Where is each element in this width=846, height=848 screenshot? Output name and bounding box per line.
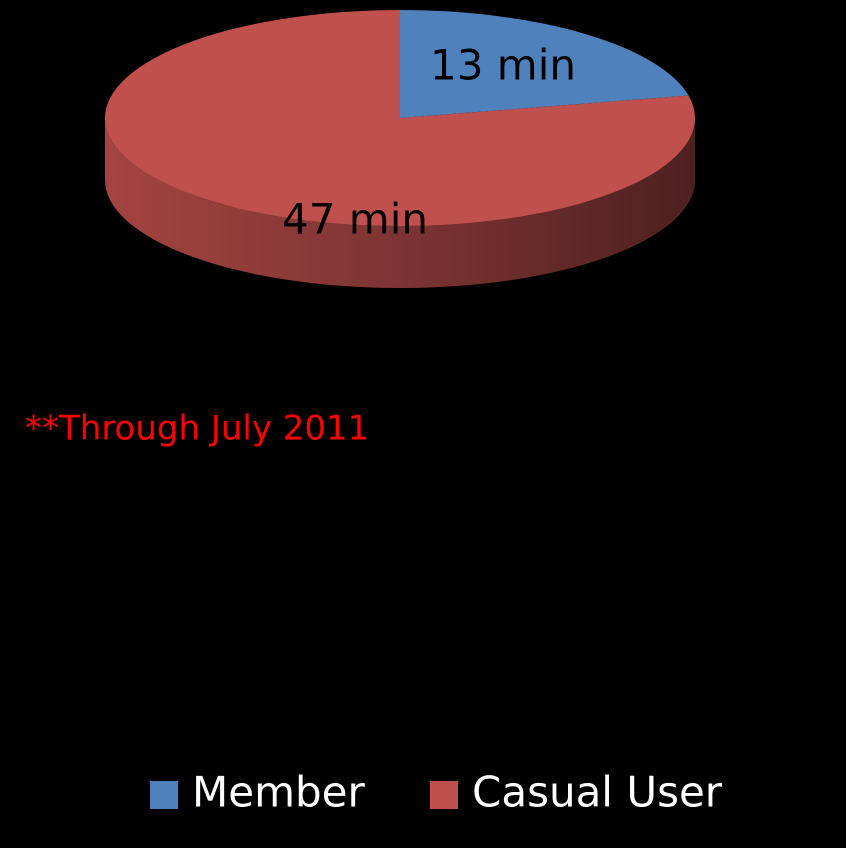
legend-swatch (430, 781, 458, 809)
legend-swatch (150, 781, 178, 809)
legend-item: Member (150, 768, 365, 817)
pie-slice (400, 10, 689, 118)
pie-side-shade (105, 118, 695, 288)
pie-slice (105, 10, 695, 226)
legend-item: Casual User (430, 768, 723, 817)
legend-label: Member (192, 768, 365, 817)
annotation: **Through July 2011 (25, 409, 369, 449)
data-label: 13 min (430, 41, 576, 90)
data-label: 47 min (282, 195, 428, 244)
legend-label: Casual User (472, 768, 723, 817)
